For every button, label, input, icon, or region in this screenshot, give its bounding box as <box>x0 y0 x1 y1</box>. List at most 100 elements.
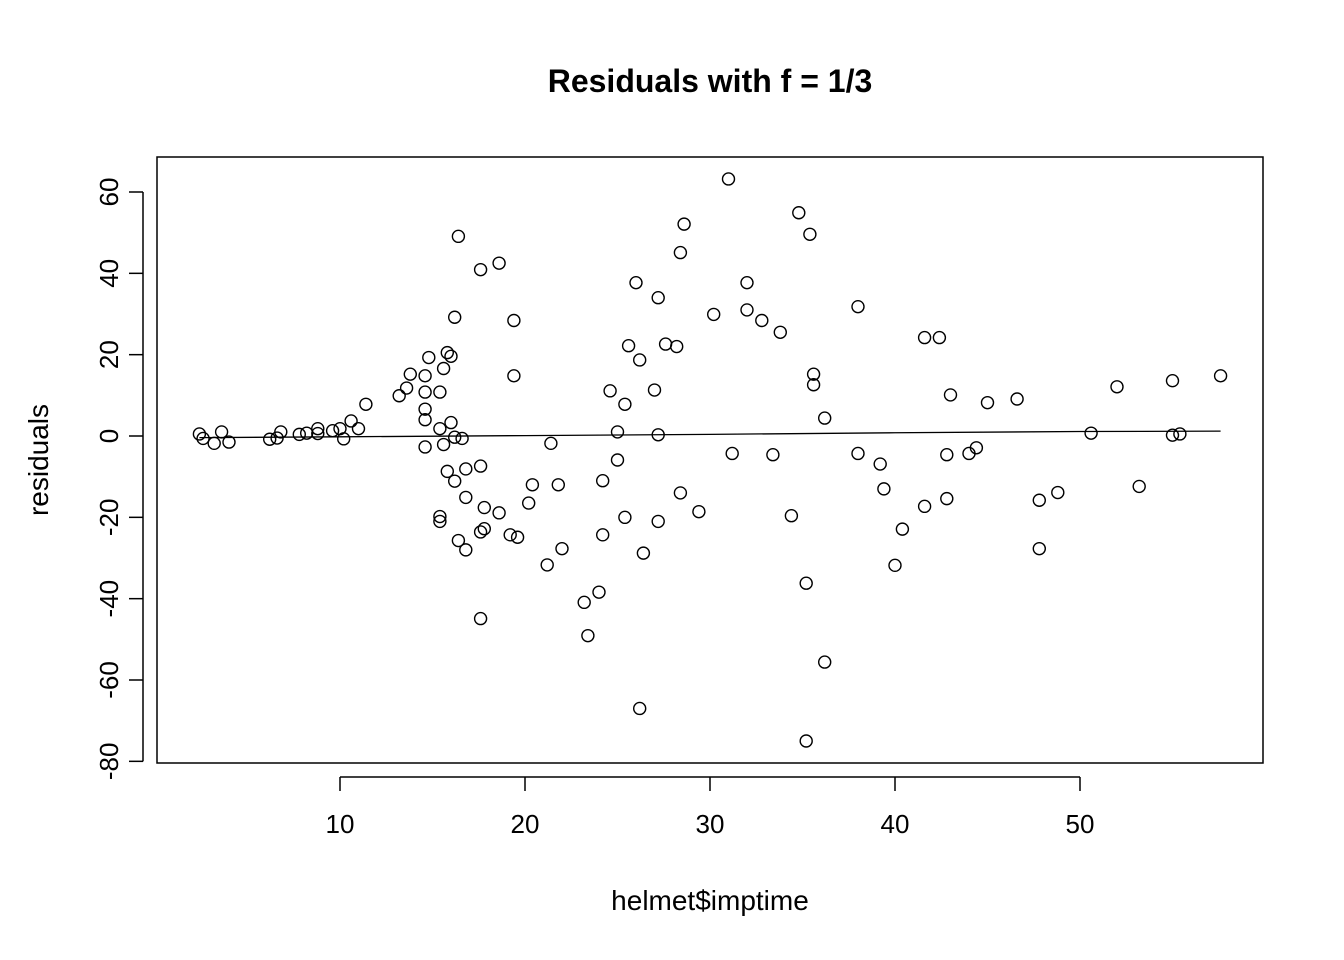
data-point <box>459 543 473 557</box>
data-point <box>451 229 466 244</box>
data-point <box>455 431 469 446</box>
x-axis: 10 20 30 40 50 <box>326 776 1095 839</box>
data-point <box>1084 426 1098 440</box>
data-point <box>207 436 221 451</box>
data-point <box>433 514 447 529</box>
data-point <box>799 576 813 590</box>
data-point <box>1165 428 1180 442</box>
y-axis-label: residuals <box>23 404 54 516</box>
data-point <box>851 299 865 314</box>
data-point <box>473 525 488 539</box>
data-point <box>337 432 351 446</box>
x-tick-label: 10 <box>326 809 355 839</box>
data-point <box>621 339 636 353</box>
data-point <box>766 448 780 462</box>
x-axis-label: helmet$imptime <box>611 885 809 916</box>
data-point <box>436 437 451 452</box>
data-point <box>673 245 688 260</box>
data-point <box>292 427 306 442</box>
data-point <box>806 367 821 381</box>
data-point <box>636 546 651 560</box>
data-point <box>610 453 625 467</box>
data-point <box>895 522 910 536</box>
data-point <box>311 421 325 436</box>
data-point <box>492 506 506 520</box>
data-point <box>629 275 643 290</box>
data-point <box>592 585 606 599</box>
data-point <box>440 464 454 479</box>
y-axis: -80 -60 -40 -20 0 20 40 60 <box>94 178 144 780</box>
data-point <box>721 172 736 186</box>
data-point <box>792 206 806 220</box>
data-point <box>610 425 625 439</box>
data-point <box>596 474 610 488</box>
data-point <box>618 397 632 411</box>
data-point <box>418 413 432 427</box>
data-point <box>633 701 647 716</box>
data-point <box>444 415 458 430</box>
data-point <box>503 528 517 542</box>
data-point <box>596 528 610 542</box>
data-point <box>670 339 684 354</box>
data-point <box>851 446 865 461</box>
chart-title: Residuals with f = 1/3 <box>548 63 873 99</box>
data-point <box>673 486 688 500</box>
y-tick-label: 0 <box>94 429 124 443</box>
x-tick-label: 40 <box>881 809 910 839</box>
data-point <box>725 446 739 461</box>
data-point <box>422 350 436 365</box>
data-point <box>877 482 891 496</box>
data-point <box>433 385 447 399</box>
y-tick-label: 40 <box>94 259 124 288</box>
data-point <box>1010 392 1024 406</box>
data-point <box>806 378 821 392</box>
data-point <box>1173 427 1187 441</box>
data-point <box>633 353 647 367</box>
x-tick-label: 50 <box>1066 809 1095 839</box>
data-point <box>433 421 447 436</box>
data-point <box>581 628 595 643</box>
data-point <box>522 496 536 510</box>
data-point <box>403 367 417 381</box>
data-point <box>325 424 340 438</box>
data-point <box>873 457 887 471</box>
data-point <box>577 595 591 610</box>
data-point <box>551 478 565 492</box>
data-point <box>214 425 229 439</box>
data-point <box>818 655 832 669</box>
data-point <box>888 558 902 573</box>
data-point <box>651 428 665 442</box>
y-tick-label: 20 <box>94 340 124 369</box>
y-tick-label: -40 <box>94 580 124 618</box>
data-point <box>980 395 995 410</box>
data-point <box>399 381 414 395</box>
data-point <box>740 303 754 317</box>
data-point <box>755 313 769 328</box>
data-point <box>448 310 462 324</box>
data-point <box>274 425 288 439</box>
data-point <box>507 369 521 383</box>
data-point <box>740 275 754 290</box>
data-point <box>1051 485 1065 500</box>
data-point <box>436 361 451 376</box>
data-point <box>418 402 432 416</box>
data-point <box>940 491 954 506</box>
data-point <box>1110 380 1124 394</box>
data-point <box>1165 373 1180 388</box>
data-point <box>1213 369 1228 383</box>
data-point <box>477 500 491 515</box>
data-point <box>418 385 432 399</box>
data-point <box>555 541 569 556</box>
data-point <box>492 256 506 270</box>
y-tick-label: 60 <box>94 178 124 207</box>
data-point <box>603 384 617 398</box>
data-point <box>1132 479 1146 494</box>
data-point <box>707 307 721 322</box>
data-point <box>940 448 954 462</box>
data-point <box>444 349 458 363</box>
data-point <box>311 426 325 441</box>
data-point <box>784 509 799 523</box>
data-point <box>677 217 691 231</box>
data-point <box>525 478 540 492</box>
